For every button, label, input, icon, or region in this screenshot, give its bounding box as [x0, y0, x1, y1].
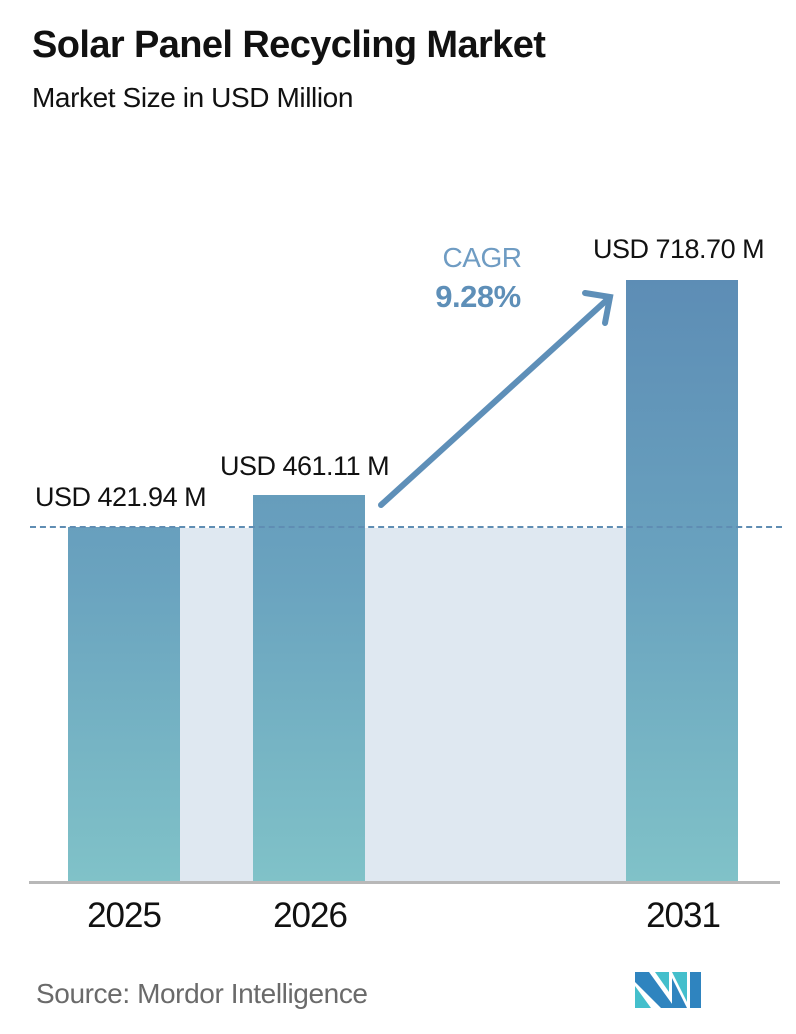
bar-2031 [626, 280, 738, 882]
value-label-2031: USD 718.70 M [593, 234, 765, 264]
x-tick-2025: 2025 [87, 896, 162, 935]
value-label-2026: USD 461.11 M [220, 451, 390, 481]
bar-2026 [253, 495, 365, 882]
value-label-2025: USD 421.94 M [35, 482, 207, 512]
chart-title: Solar Panel Recycling Market [32, 24, 546, 66]
x-tick-2026: 2026 [273, 896, 348, 935]
reference-dashed-line [30, 526, 782, 528]
cagr-value: 9.28% [435, 279, 521, 314]
bar-2025 [68, 527, 180, 882]
source-text: Source: Mordor Intelligence [36, 978, 368, 1009]
chart-subtitle: Market Size in USD Million [32, 82, 354, 113]
mordor-logo-icon [635, 972, 701, 1008]
x-axis-baseline [29, 881, 780, 884]
x-tick-2031: 2031 [646, 896, 721, 935]
cagr-label: CAGR [442, 242, 522, 273]
